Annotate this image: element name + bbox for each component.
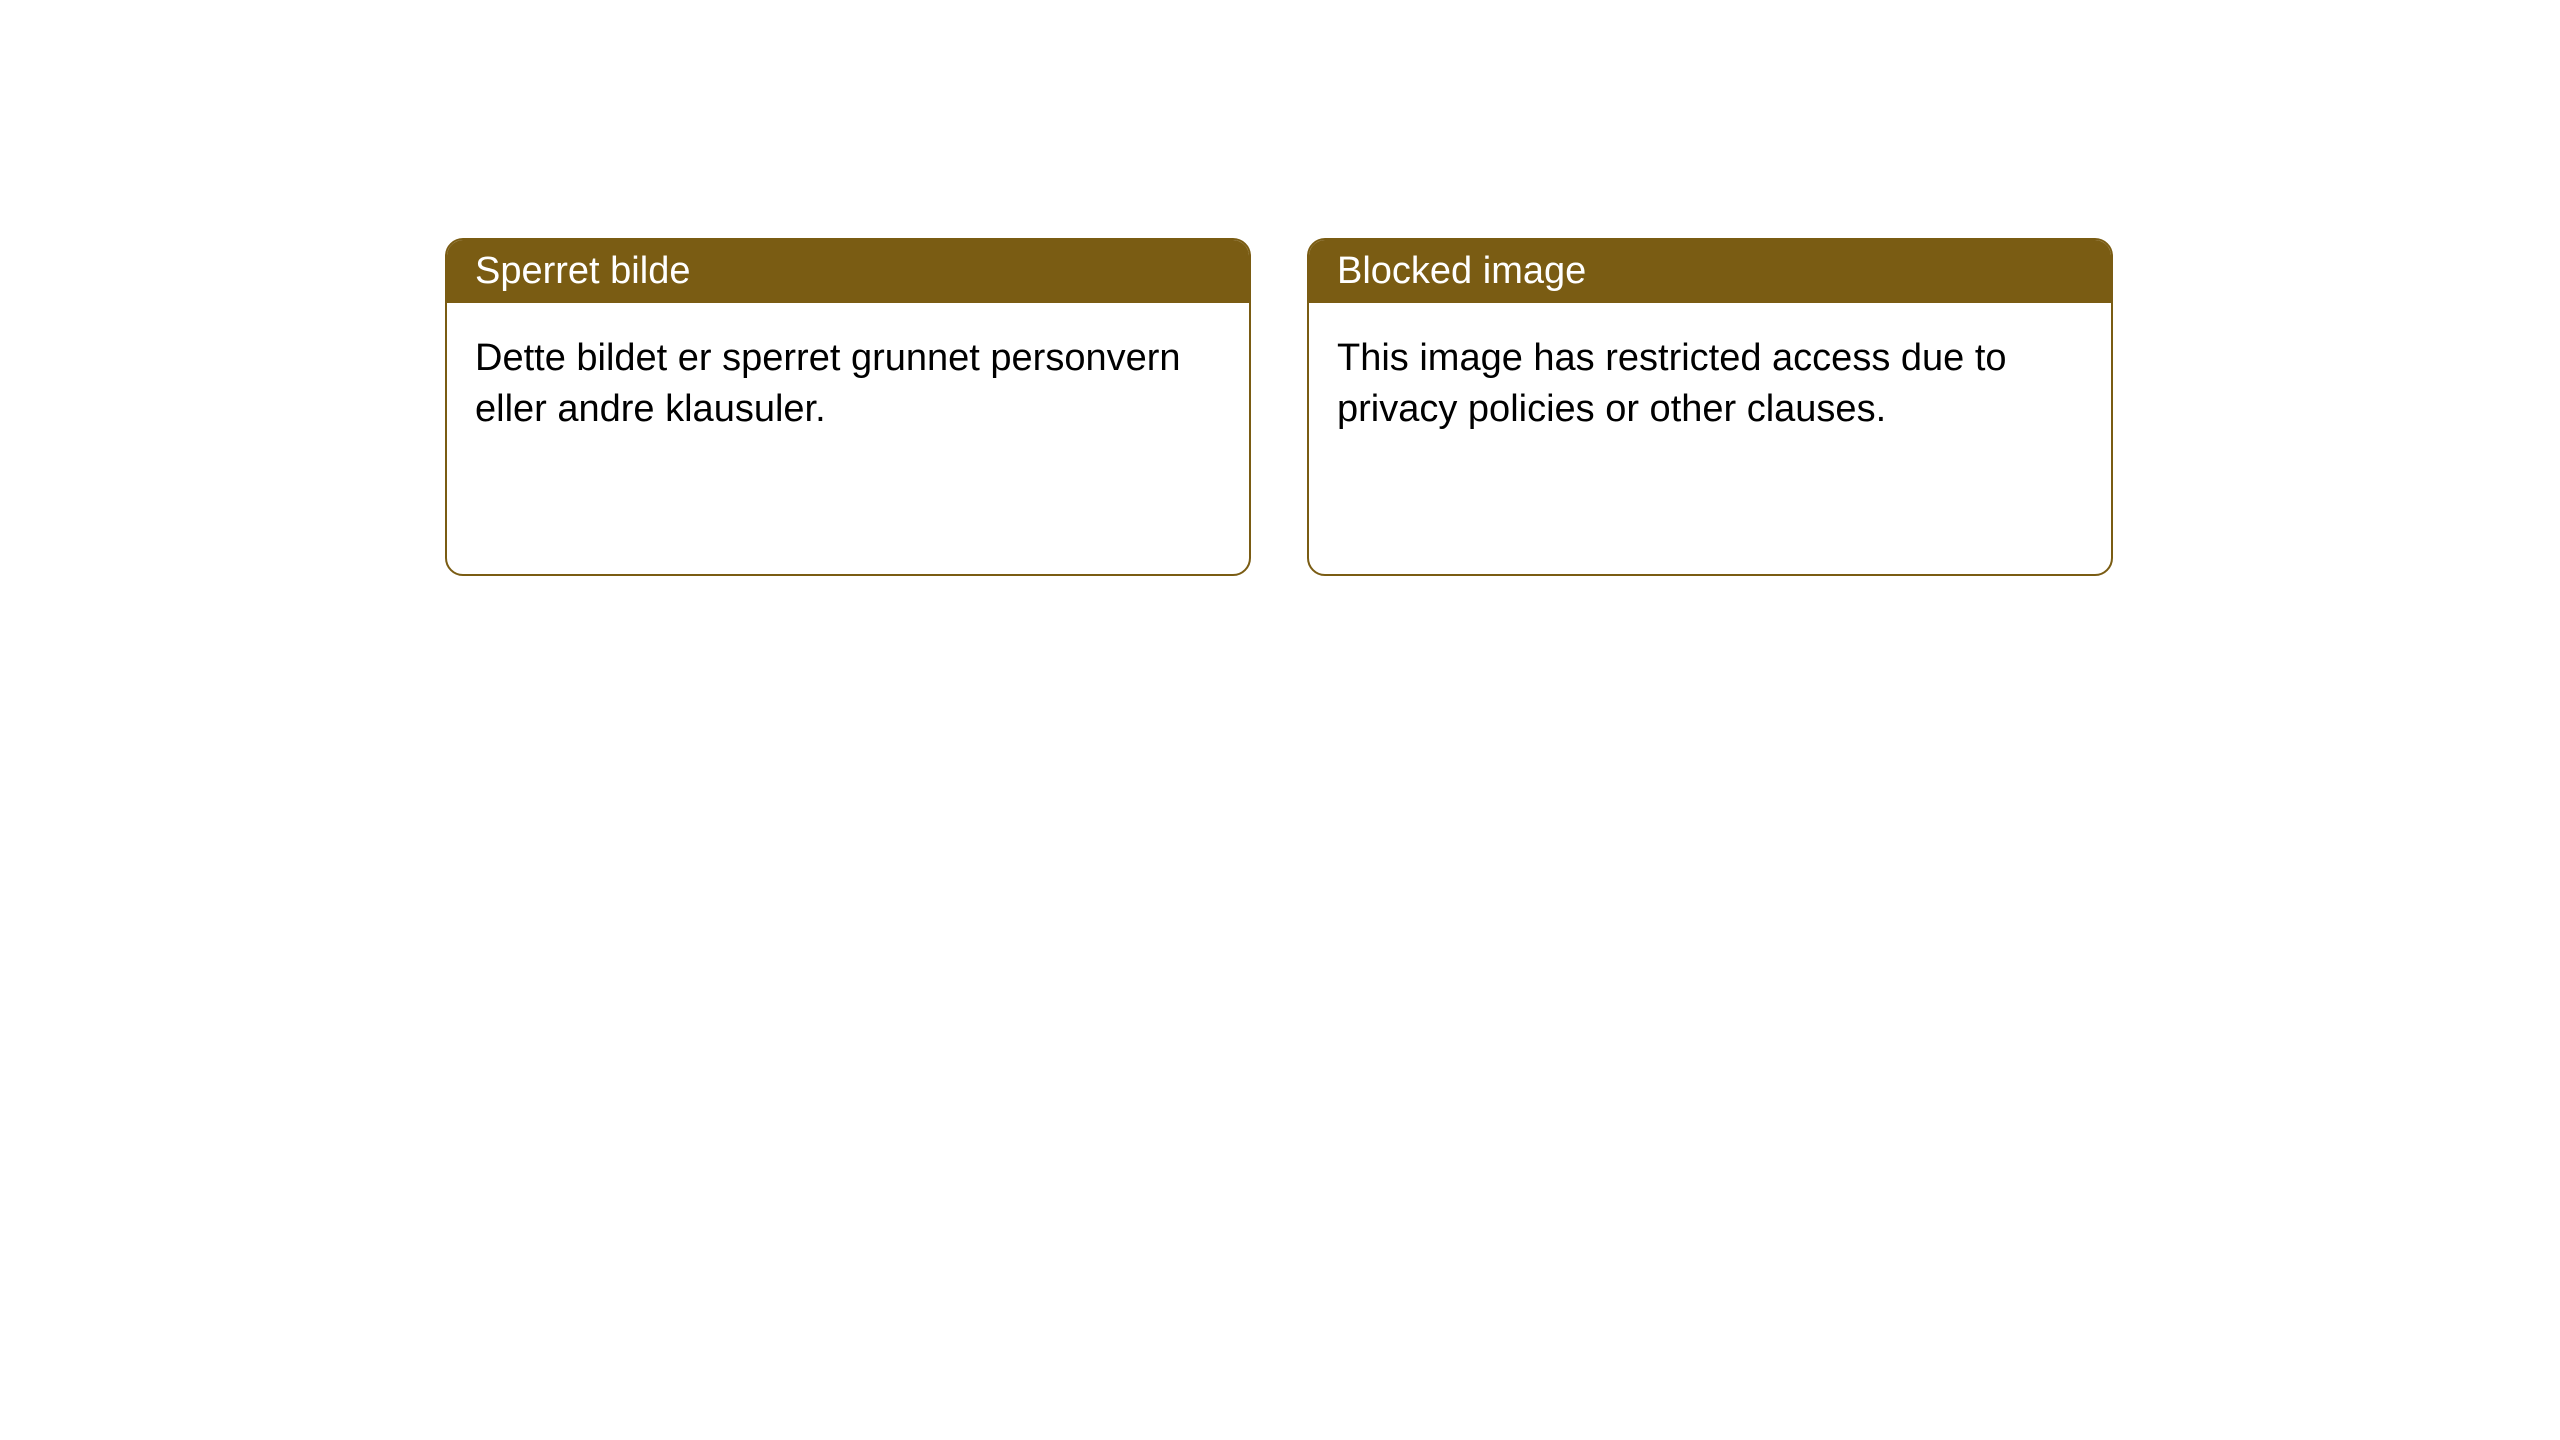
notice-box-english: Blocked image This image has restricted … — [1307, 238, 2113, 576]
notice-text-english: This image has restricted access due to … — [1337, 337, 2007, 430]
notice-title-norwegian: Sperret bilde — [475, 250, 690, 292]
notice-title-english: Blocked image — [1337, 250, 1586, 292]
notice-body-norwegian: Dette bildet er sperret grunnet personve… — [447, 303, 1249, 466]
notice-box-norwegian: Sperret bilde Dette bildet er sperret gr… — [445, 238, 1251, 576]
notice-header-english: Blocked image — [1309, 240, 2111, 303]
notice-body-english: This image has restricted access due to … — [1309, 303, 2111, 466]
notice-header-norwegian: Sperret bilde — [447, 240, 1249, 303]
notice-container: Sperret bilde Dette bildet er sperret gr… — [0, 0, 2560, 576]
notice-text-norwegian: Dette bildet er sperret grunnet personve… — [475, 337, 1181, 430]
